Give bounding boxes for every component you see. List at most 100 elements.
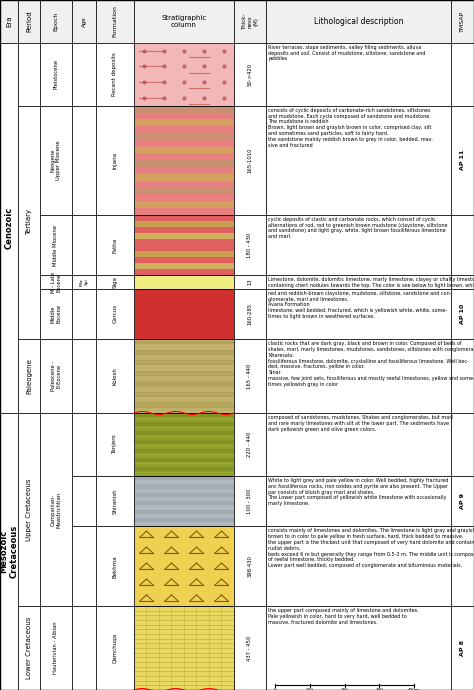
Bar (134, 43, 234, 106)
Text: Mesozoic
Cretaceous: Mesozoic Cretaceous (0, 525, 18, 578)
Bar (40, 215, 72, 275)
Bar (134, 167, 234, 174)
Bar (72, 413, 96, 476)
Bar (451, 413, 474, 476)
Bar (40, 413, 72, 606)
Bar (134, 449, 234, 453)
Bar (134, 0, 234, 43)
Bar (134, 227, 234, 233)
Bar (134, 153, 234, 160)
Bar (0, 43, 18, 413)
Bar (134, 402, 234, 408)
Bar (451, 106, 474, 215)
Bar (134, 119, 234, 126)
Bar (266, 215, 451, 275)
Bar (96, 275, 134, 288)
Bar (134, 366, 234, 371)
Bar (134, 288, 234, 339)
Bar (134, 417, 234, 422)
Bar (72, 43, 96, 106)
Bar (134, 376, 234, 382)
Bar (266, 106, 451, 215)
Bar (266, 43, 451, 106)
Bar (134, 471, 234, 476)
Text: clastic rocks that are dark gray, black and brown in color. Composed of beds of
: clastic rocks that are dark gray, black … (268, 341, 474, 386)
Bar (266, 275, 451, 288)
Text: 398-430: 398-430 (247, 555, 253, 577)
Text: Middle Miocene: Middle Miocene (54, 224, 58, 266)
Bar (134, 106, 234, 215)
Bar (18, 413, 40, 606)
Bar (40, 43, 72, 106)
Bar (134, 606, 234, 690)
Text: AP 8: AP 8 (460, 640, 465, 656)
Bar (134, 476, 234, 480)
Bar (451, 606, 474, 690)
Text: Recent deposits: Recent deposits (112, 52, 118, 96)
Bar (134, 233, 234, 239)
Bar (134, 126, 234, 133)
Bar (134, 476, 234, 526)
Bar (234, 526, 266, 606)
Bar (134, 215, 234, 221)
Bar (134, 355, 234, 360)
Text: 50->420: 50->420 (247, 63, 253, 86)
Text: Age: Age (82, 16, 86, 27)
Bar (18, 606, 40, 690)
Bar (40, 275, 72, 288)
Bar (134, 140, 234, 147)
Bar (134, 221, 234, 227)
Text: Kolosh: Kolosh (112, 367, 118, 385)
Text: Paleogene: Paleogene (26, 358, 32, 394)
Bar (72, 106, 96, 215)
Bar (234, 275, 266, 288)
Bar (134, 239, 234, 245)
Text: Era: Era (6, 16, 12, 27)
Bar (266, 339, 451, 413)
Text: consists mainly of limestones and dolomites. The limestone is light gray and gra: consists mainly of limestones and dolomi… (268, 529, 474, 568)
Bar (134, 526, 234, 606)
Text: Gercus: Gercus (112, 304, 118, 324)
Bar (134, 526, 234, 606)
Text: Stratigraphic
column: Stratigraphic column (161, 15, 207, 28)
Text: Siga: Siga (112, 276, 118, 288)
Bar (134, 215, 234, 275)
Bar (234, 288, 266, 339)
Text: Lithological description: Lithological description (314, 17, 403, 26)
Text: 0: 0 (274, 688, 276, 690)
Bar (72, 275, 96, 288)
Bar (134, 426, 234, 431)
Text: 13: 13 (247, 279, 253, 286)
Bar (134, 493, 234, 497)
Bar (451, 275, 474, 288)
Bar (134, 431, 234, 435)
Bar (18, 0, 40, 43)
Bar (451, 215, 474, 275)
Bar (134, 413, 234, 417)
Text: AP 10: AP 10 (460, 304, 465, 324)
Bar (451, 476, 474, 526)
Text: composed of sandstones, mudstones, Shakes and conglomerates, but marl
and rare m: composed of sandstones, mudstones, Shake… (268, 415, 453, 431)
Text: 180 - 430: 180 - 430 (247, 233, 253, 257)
Bar (134, 606, 234, 690)
Bar (134, 444, 234, 449)
Text: Shiranish: Shiranish (112, 489, 118, 514)
Bar (134, 514, 234, 518)
Bar (451, 0, 474, 43)
Text: Period: Period (26, 10, 32, 32)
Text: 437 - 450: 437 - 450 (247, 635, 253, 660)
Bar (134, 257, 234, 263)
Text: Middle
Eocene: Middle Eocene (51, 304, 62, 324)
Bar (96, 476, 134, 526)
Bar (134, 386, 234, 392)
Text: Neogene
Upper Miocene: Neogene Upper Miocene (51, 141, 62, 180)
Bar (134, 275, 234, 288)
Bar (134, 489, 234, 493)
Bar (134, 263, 234, 269)
Bar (134, 339, 234, 344)
Text: White to light grey and pale yellow in color. Well bedded, highly fractured
anc : White to light grey and pale yellow in c… (268, 478, 449, 506)
Bar (96, 288, 134, 339)
Text: Fatha: Fatha (112, 237, 118, 253)
Bar (96, 413, 134, 476)
Bar (134, 382, 234, 386)
